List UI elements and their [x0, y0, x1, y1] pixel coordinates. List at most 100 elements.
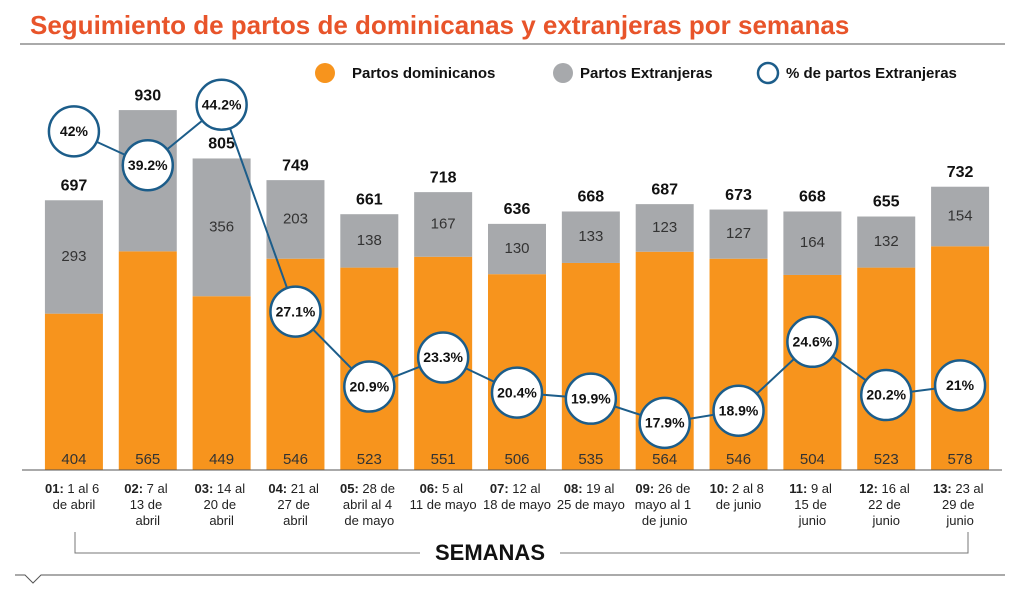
tick-code: 03:	[195, 481, 214, 496]
tick-text: abril al 4	[343, 497, 396, 512]
total-label: 697	[61, 177, 88, 194]
value-label: 132	[874, 233, 899, 250]
value-label: 130	[504, 240, 529, 257]
value-label: 523	[874, 451, 899, 468]
tick-text: 2 al 8	[728, 481, 767, 496]
chart-title: Seguimiento de partos de dominicanas y e…	[30, 10, 849, 40]
value-label: 138	[357, 232, 382, 249]
point-label: 27.1%	[276, 303, 316, 319]
total-label: 732	[947, 164, 974, 181]
tick-text: 7 al	[143, 481, 171, 496]
point-label: 20.4%	[497, 384, 537, 400]
bar-segment	[266, 180, 325, 259]
point-label: 18.9%	[719, 402, 759, 418]
value-label: 565	[135, 451, 160, 468]
value-label: 449	[209, 451, 234, 468]
point-label: 42%	[60, 123, 89, 139]
total-label: 749	[282, 157, 309, 174]
tick-code: 06:	[420, 481, 439, 496]
tick-text: 15 de	[794, 497, 830, 512]
tick-text: 12 al	[509, 481, 544, 496]
tick-text: de mayo	[344, 513, 394, 528]
bar-segment	[783, 274, 842, 470]
point-label: 23.3%	[423, 349, 463, 365]
bar-segment	[340, 214, 399, 268]
tick-text: 18 de mayo	[483, 497, 551, 512]
bar-segment	[192, 296, 251, 470]
tick-code: 04:	[268, 481, 287, 496]
total-label: 636	[504, 201, 531, 218]
bar-segment	[783, 211, 842, 275]
tick-code: 05:	[340, 481, 359, 496]
value-label: 404	[61, 451, 86, 468]
tick-text: abril	[283, 513, 308, 528]
value-label: 123	[652, 219, 677, 236]
tick-text: 29 de	[942, 497, 978, 512]
point	[712, 384, 765, 437]
tick-text: 11 de mayo	[410, 497, 477, 512]
tick-code: 08:	[564, 481, 583, 496]
tick-text: 14 al	[213, 481, 248, 496]
point	[786, 315, 839, 369]
tick-text: junio	[945, 513, 973, 528]
x-tick-label: 07: 12 al 18 de mayo	[483, 481, 551, 512]
x-tick-label: 10: 2 al 8 de junio	[710, 481, 768, 512]
point	[859, 368, 913, 422]
value-label: 127	[726, 225, 751, 242]
bar-segment	[118, 251, 177, 470]
tick-code: 10:	[710, 481, 729, 496]
point	[564, 372, 618, 425]
tick-text: de junio	[716, 497, 762, 512]
tick-text: 22 de	[868, 497, 904, 512]
tick-code: 01:	[45, 481, 64, 496]
tick-code: 12:	[859, 481, 878, 496]
x-tick-label: 03: 14 al 20 de abril	[195, 481, 249, 528]
tick-text: 5 al	[438, 481, 466, 496]
tick-code: 02:	[124, 481, 143, 496]
x-tick-label: 11: 9 al 15 de junio	[789, 481, 835, 528]
point	[343, 360, 396, 413]
value-label: 564	[652, 451, 677, 468]
bar-segment	[44, 313, 103, 470]
value-label: 546	[283, 451, 308, 468]
point	[269, 285, 322, 338]
bar-segment	[44, 200, 103, 314]
total-label: 655	[873, 194, 900, 211]
tick-text: 21 al	[287, 481, 322, 496]
value-label: 523	[357, 451, 382, 468]
bar-segment	[857, 216, 916, 268]
x-tick-label: 02: 7 al 13 de abril	[124, 481, 171, 528]
point	[195, 78, 248, 132]
legend-label: Partos dominicanos	[352, 65, 495, 82]
value-label: 203	[283, 210, 308, 227]
bar-segment	[561, 211, 620, 263]
legend-label: % de partos Extranjeras	[786, 65, 957, 82]
point-label: 19.9%	[571, 390, 611, 406]
point-label: 21%	[946, 377, 975, 393]
value-label: 164	[800, 234, 825, 251]
tick-code: 13:	[933, 481, 952, 496]
x-axis-label: SEMANAS	[435, 540, 545, 565]
x-bracket	[74, 532, 969, 554]
total-label: 687	[651, 181, 678, 198]
point-label: 24.6%	[793, 334, 833, 350]
total-label: 668	[799, 189, 826, 206]
tick-text: de junio	[642, 513, 688, 528]
bar-segment	[635, 204, 694, 252]
x-tick-label: 12: 16 al 22 de junio	[859, 481, 913, 528]
value-label: 578	[948, 451, 973, 468]
x-tick-label: 08: 19 al 25 de mayo	[557, 481, 625, 512]
bar-segment	[931, 186, 990, 247]
point	[933, 359, 987, 412]
point-label: 20.2%	[866, 387, 906, 403]
total-label: 805	[208, 136, 235, 153]
point	[638, 396, 691, 450]
point	[47, 105, 101, 158]
tick-text: 1 al 6	[64, 481, 103, 496]
value-label: 506	[504, 451, 529, 468]
point-label: 44.2%	[202, 96, 242, 112]
bar-segment	[561, 262, 620, 470]
tick-text: abril	[209, 513, 234, 528]
tick-text: junio	[871, 513, 899, 528]
bar-segment	[192, 158, 251, 297]
